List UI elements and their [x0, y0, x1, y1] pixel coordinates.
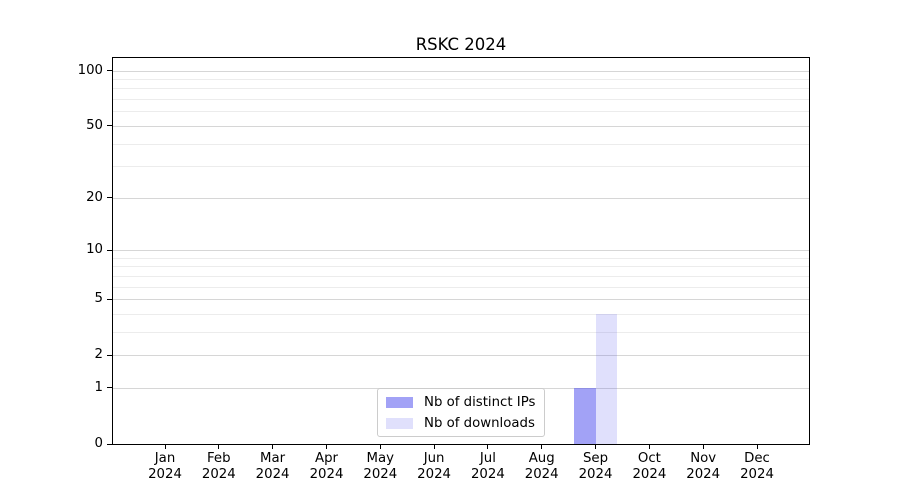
x-tick-label: Feb 2024	[187, 451, 251, 483]
x-tick-year: 2024	[470, 467, 505, 482]
x-tick	[164, 444, 166, 449]
x-tick-year: 2024	[578, 467, 613, 482]
major-gridline	[113, 250, 809, 251]
y-tick	[107, 443, 113, 445]
y-tick-label: 50	[86, 117, 103, 133]
x-tick	[326, 444, 327, 449]
x-tick	[541, 444, 543, 449]
y-tick	[107, 197, 113, 199]
bar-sep-downloads	[595, 313, 617, 444]
minor-gridline	[113, 99, 809, 101]
x-tick-label: Nov 2024	[671, 451, 735, 483]
legend-label-distinct-ips: Nb of distinct IPs	[424, 394, 536, 410]
minor-gridline	[113, 257, 809, 259]
x-tick-month: Jun	[423, 451, 445, 466]
major-gridline	[113, 70, 809, 72]
x-tick-label: Dec 2024	[725, 451, 789, 483]
x-tick-year: 2024	[417, 467, 452, 482]
legend-swatch-downloads	[386, 417, 413, 429]
bar-sep-distinct-ips	[574, 387, 596, 444]
x-tick-label: Aug 2024	[510, 451, 574, 483]
x-tick	[648, 444, 650, 449]
x-tick-year: 2024	[363, 467, 398, 482]
major-gridline	[113, 197, 809, 199]
y-tick-label: 2	[94, 347, 103, 363]
chart-title: RSKC 2024	[415, 35, 507, 54]
minor-gridline	[113, 143, 809, 145]
y-tick	[107, 298, 113, 300]
x-tick-month: Nov	[690, 451, 717, 466]
x-tick-label: Apr 2024	[295, 451, 359, 483]
x-tick-month: Sep	[582, 451, 609, 466]
x-tick	[487, 444, 489, 449]
x-tick-month: Apr	[314, 451, 338, 466]
minor-gridline	[113, 313, 809, 315]
x-tick	[756, 444, 758, 449]
x-tick	[272, 444, 274, 449]
x-tick	[379, 444, 381, 449]
x-tick-month: Aug	[528, 451, 555, 466]
x-tick-year: 2024	[309, 467, 344, 482]
x-tick	[433, 444, 435, 449]
x-tick-label: Jul 2024	[456, 451, 520, 483]
x-tick-month: Dec	[744, 451, 770, 466]
y-tick-label: 0	[94, 436, 103, 451]
y-tick	[107, 70, 113, 72]
x-tick-label: Sep 2024	[564, 451, 628, 483]
x-tick	[595, 444, 596, 449]
minor-gridline	[113, 79, 809, 80]
x-tick-month: Jan	[154, 451, 176, 466]
x-tick	[218, 444, 220, 449]
x-tick-month: Oct	[637, 451, 661, 466]
x-tick-month: Mar	[260, 451, 286, 466]
x-tick-year: 2024	[740, 467, 774, 482]
y-tick-label: 100	[77, 62, 103, 78]
plot-area	[113, 58, 809, 444]
legend-label-downloads: Nb of downloads	[424, 415, 535, 431]
x-tick-label: Jun 2024	[402, 451, 466, 483]
x-tick-year: 2024	[524, 467, 559, 482]
minor-gridline	[113, 266, 809, 268]
x-tick-month: Jul	[479, 451, 496, 466]
y-tick-label: 1	[94, 379, 103, 395]
x-tick-year: 2024	[686, 467, 721, 482]
x-tick-label: Oct 2024	[617, 451, 681, 483]
x-tick-year: 2024	[201, 467, 236, 482]
major-gridline	[113, 299, 809, 300]
plot-border	[112, 57, 810, 445]
y-tick	[107, 354, 113, 356]
y-tick-label: 10	[86, 242, 103, 257]
y-tick	[107, 125, 113, 127]
legend: Nb of distinct IPs Nb of downloads	[377, 388, 545, 437]
minor-gridline	[113, 166, 809, 168]
legend-swatch-distinct-ips	[386, 396, 413, 408]
y-tick	[107, 387, 113, 389]
y-tick	[107, 249, 113, 251]
x-tick-month: Feb	[207, 451, 231, 466]
x-tick-month: May	[366, 451, 395, 466]
y-tick-label: 20	[86, 189, 103, 205]
legend-item-distinct-ips: Nb of distinct IPs	[386, 394, 544, 410]
x-tick-label: May 2024	[348, 451, 412, 483]
x-tick-year: 2024	[148, 467, 182, 482]
major-gridline	[113, 125, 809, 127]
minor-gridline	[113, 275, 809, 277]
minor-gridline	[113, 286, 809, 288]
minor-gridline	[113, 111, 809, 113]
minor-gridline	[113, 331, 809, 333]
x-tick-label: Mar 2024	[241, 451, 305, 483]
legend-item-downloads: Nb of downloads	[386, 415, 544, 431]
y-tick-label: 5	[94, 291, 103, 306]
x-tick-year: 2024	[632, 467, 667, 482]
x-tick-year: 2024	[255, 467, 290, 482]
minor-gridline	[113, 88, 809, 90]
x-tick-label: Jan 2024	[133, 451, 197, 483]
x-tick	[702, 444, 704, 449]
major-gridline	[113, 355, 809, 357]
